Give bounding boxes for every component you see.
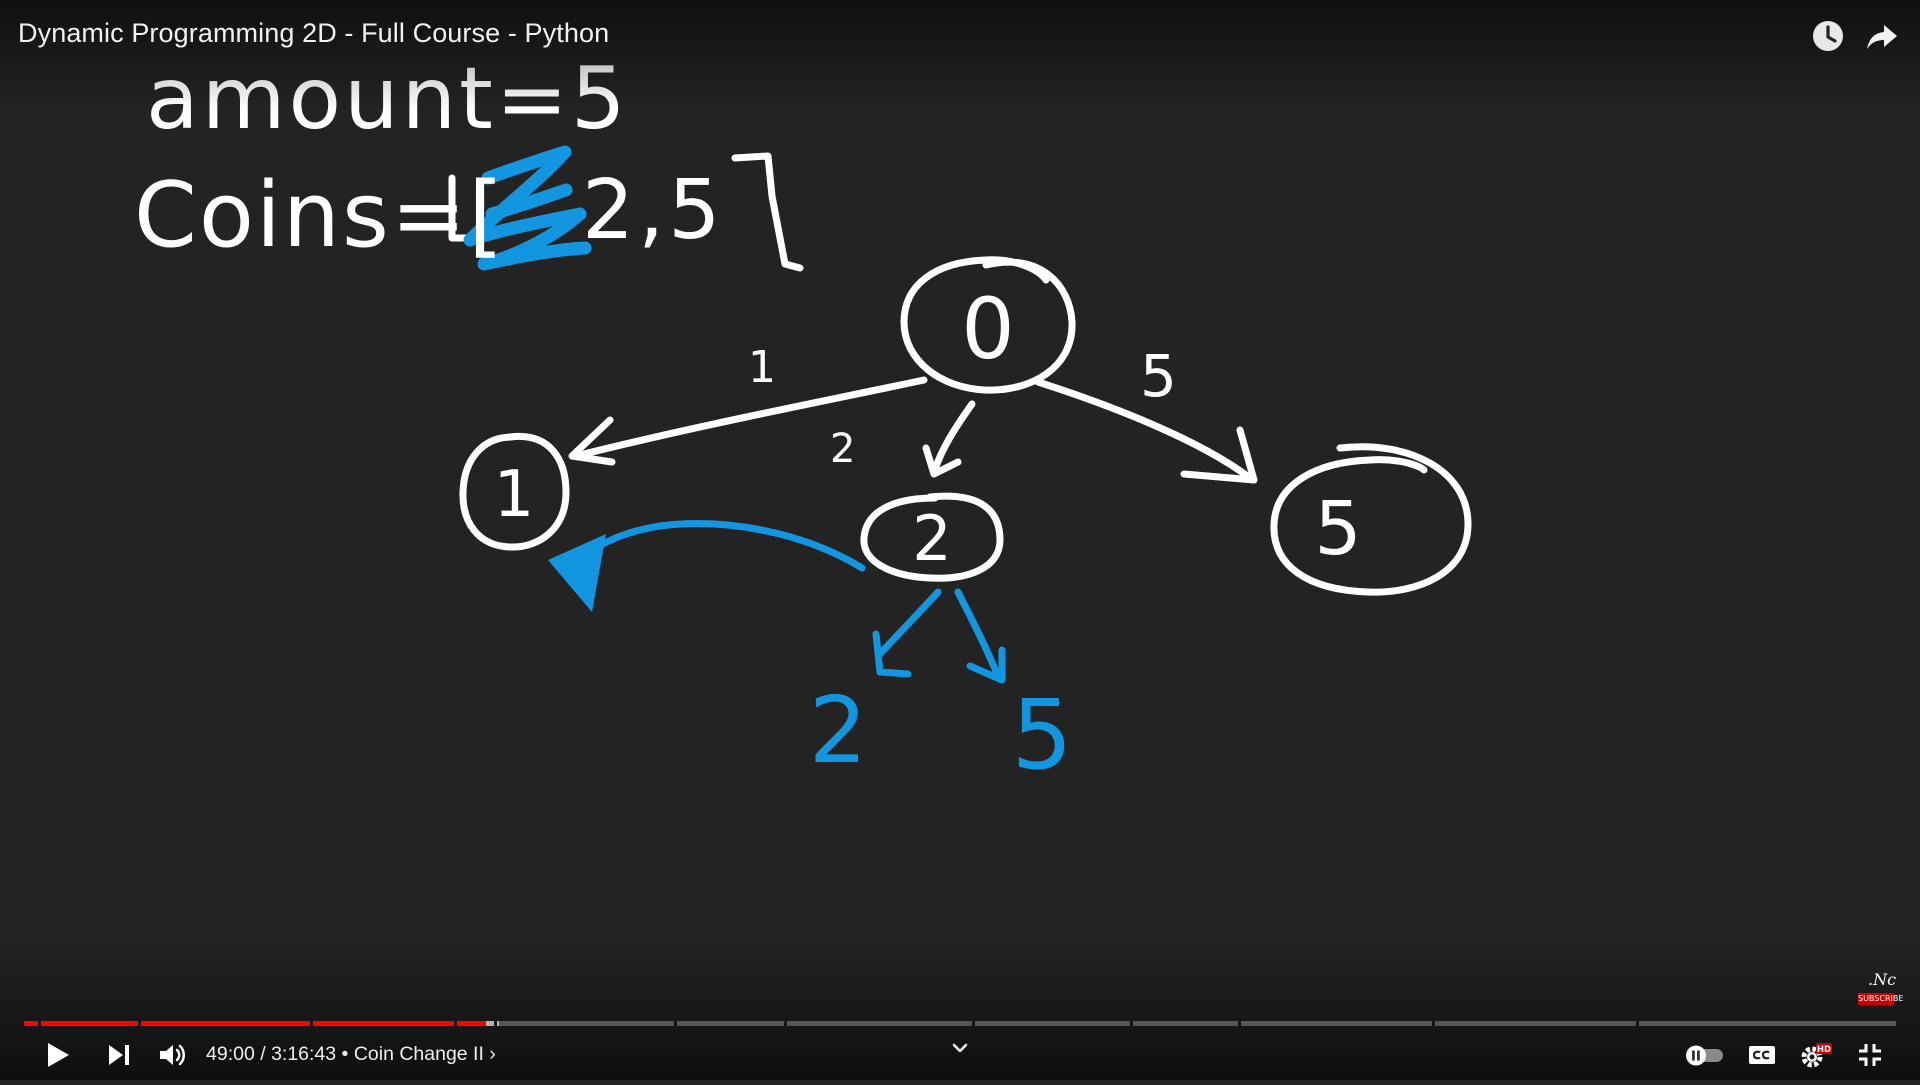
progress-chapter-segment[interactable] xyxy=(313,1021,454,1026)
coins-prefix: Coins=[ xyxy=(134,163,505,268)
chevron-down-icon xyxy=(952,1043,968,1053)
progress-chapter-segment[interactable] xyxy=(1241,1021,1432,1026)
exit-fullscreen-button[interactable] xyxy=(1848,1033,1892,1077)
progress-bar[interactable] xyxy=(24,1018,1896,1030)
progress-played-fill xyxy=(41,1021,138,1026)
volume-icon xyxy=(160,1044,185,1066)
edge-root-to-2 xyxy=(930,400,976,476)
edge-2-to-child-2 xyxy=(876,588,942,658)
edge-2-to-1-head xyxy=(548,534,606,612)
progress-played-fill xyxy=(313,1021,454,1026)
chapter-separator: • xyxy=(336,1043,354,1065)
next-button[interactable] xyxy=(97,1033,141,1077)
amount-label: amount=5 xyxy=(146,49,629,149)
coins-values: 2,5 xyxy=(582,163,724,258)
progress-chapter-segment[interactable] xyxy=(677,1021,784,1026)
video-title[interactable]: Dynamic Programming 2D - Full Course - P… xyxy=(18,18,610,48)
share-button[interactable] xyxy=(1862,16,1902,56)
edge-root-to-5 xyxy=(1034,378,1254,482)
progress-chapter-segment[interactable] xyxy=(1435,1021,1636,1026)
node-5-label: 5 xyxy=(1314,486,1361,572)
progress-chapter-segment[interactable] xyxy=(457,1021,494,1026)
chapter-title-button[interactable]: Coin Change II › xyxy=(354,1043,496,1065)
edge-2-to-child-5-head xyxy=(966,646,1006,684)
captions-button[interactable] xyxy=(1740,1033,1784,1077)
progress-chapter-segment[interactable] xyxy=(497,1021,674,1026)
edge-1-label: 1 xyxy=(748,342,776,393)
edge-5-label: 5 xyxy=(1140,342,1177,410)
edge-root-to-1-head xyxy=(568,416,616,466)
next-icon xyxy=(109,1045,129,1065)
node-2-label: 2 xyxy=(912,502,951,575)
progress-played-fill xyxy=(457,1021,486,1026)
watch-later-button[interactable] xyxy=(1808,16,1848,56)
gear-hd-icon: HD xyxy=(1801,1043,1832,1068)
player-controls: 49:00 / 3:16:43 • Coin Change II › HD xyxy=(0,1030,1920,1080)
time-separator: / xyxy=(254,1043,272,1065)
child-left-label: 2 xyxy=(809,677,868,784)
node-2-circle xyxy=(860,492,1004,582)
watermark-signature: .Nc xyxy=(1868,970,1897,989)
crossed-out-coin-scribble xyxy=(463,145,592,271)
chapter-title: Coin Change II xyxy=(353,1043,484,1065)
edge-2-to-1-blue xyxy=(566,520,866,574)
progress-played-fill xyxy=(141,1021,310,1026)
watermark-subscribe-label: SUBSCRIBE xyxy=(1858,993,1904,1005)
root-node-circle xyxy=(900,256,1076,394)
edge-2-label: 2 xyxy=(830,426,855,472)
progress-chapter-segment[interactable] xyxy=(975,1021,1130,1026)
progress-chapter-segment[interactable] xyxy=(787,1021,972,1026)
autoplay-toggle-icon xyxy=(1686,1045,1723,1066)
clock-icon xyxy=(1813,21,1843,51)
settings-button[interactable]: HD xyxy=(1794,1033,1838,1077)
edge-root-to-5-head xyxy=(1180,426,1258,484)
autoplay-toggle[interactable] xyxy=(1680,1033,1730,1077)
node-1-label: 1 xyxy=(494,458,535,532)
node-5-circle xyxy=(1270,443,1472,596)
chevron-right-icon: › xyxy=(489,1043,496,1065)
play-button[interactable] xyxy=(36,1033,80,1077)
edge-root-to-1 xyxy=(576,376,928,459)
play-icon xyxy=(48,1043,69,1067)
progress-chapter-segment[interactable] xyxy=(141,1021,310,1026)
svg-text:HD: HD xyxy=(1817,1045,1831,1055)
exit-fullscreen-icon xyxy=(1859,1044,1881,1066)
progress-chapter-segment[interactable] xyxy=(41,1021,138,1026)
progress-chapter-segment[interactable] xyxy=(1133,1021,1238,1026)
progress-chapter-segment[interactable] xyxy=(1639,1021,1896,1026)
progress-played-fill xyxy=(24,1021,38,1026)
edge-2-to-child-5 xyxy=(954,588,1002,680)
progress-buffered-fill xyxy=(497,1021,499,1026)
root-node-label: 0 xyxy=(961,280,1014,378)
time-current: 49:00 xyxy=(206,1043,255,1065)
share-arrow-icon xyxy=(1867,25,1897,49)
channel-watermark[interactable]: .Nc SUBSCRIBE xyxy=(1856,970,1904,1010)
time-display: 49:00 / 3:16:43 • Coin Change II › xyxy=(206,1043,496,1066)
time-total: 3:16:43 xyxy=(271,1043,337,1065)
expand-chapters-button[interactable] xyxy=(938,1026,982,1070)
node-1-circle xyxy=(459,432,570,551)
child-right-label: 5 xyxy=(1011,679,1072,791)
progress-chapter-segment[interactable] xyxy=(24,1021,38,1026)
coins-bracket-close xyxy=(731,152,804,272)
cc-icon xyxy=(1749,1046,1775,1064)
volume-button[interactable] xyxy=(150,1033,194,1077)
edge-root-to-2-head xyxy=(922,444,962,478)
edge-2-to-child-2-head xyxy=(872,630,912,678)
